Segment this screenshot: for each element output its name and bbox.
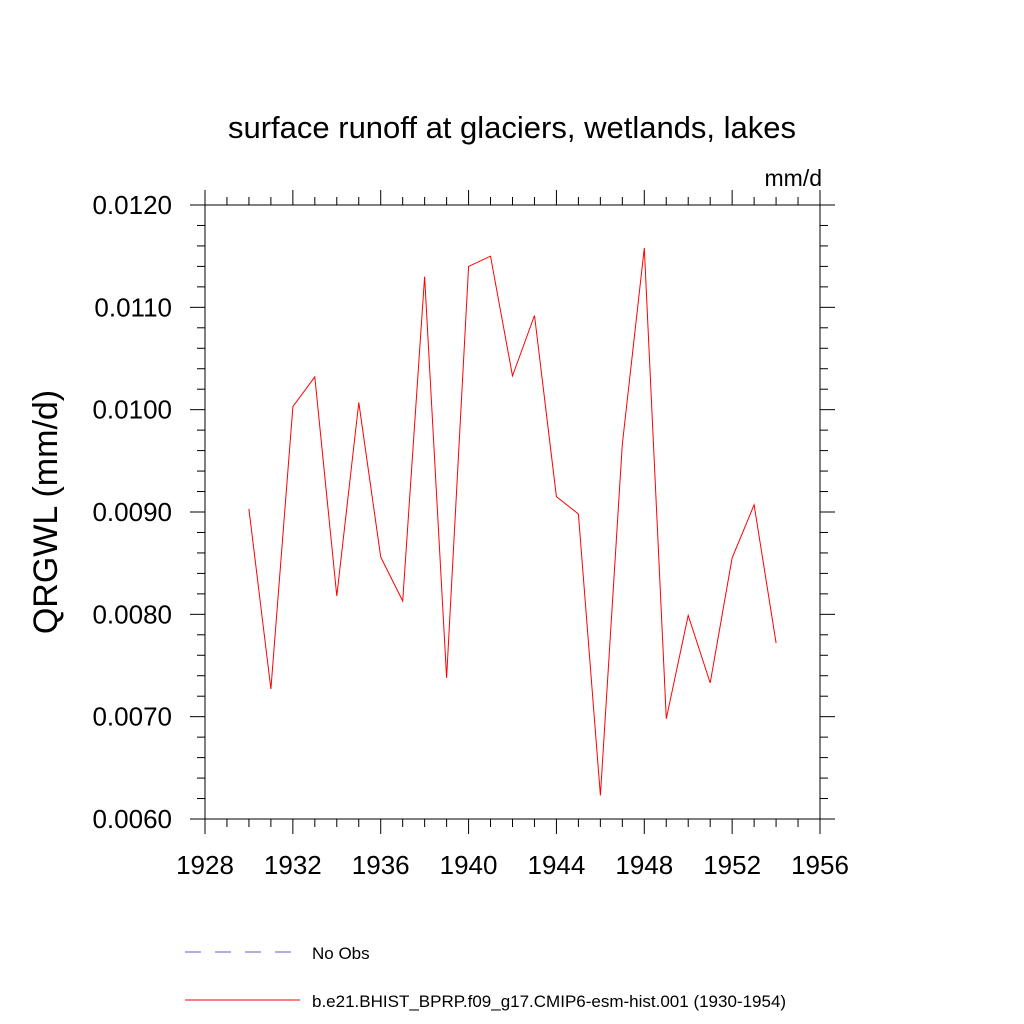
y-tick-label: 0.0060: [92, 804, 172, 834]
x-tick-label: 1928: [176, 850, 234, 880]
x-tick-label: 1936: [352, 850, 410, 880]
legend-label-no-obs: No Obs: [312, 944, 370, 963]
y-tick-label: 0.0110: [94, 292, 172, 322]
series-layer: [248, 247, 777, 796]
y-tick-label: 0.0080: [92, 599, 172, 629]
x-tick-label: 1932: [264, 850, 322, 880]
y-tick-label: 0.0070: [92, 702, 172, 732]
series-line-0: [248, 247, 777, 796]
units-label: mm/d: [765, 165, 823, 191]
x-tick-label: 1952: [703, 850, 761, 880]
axis-ticks: [190, 190, 835, 834]
y-tick-label: 0.0120: [92, 190, 172, 220]
y-axis-label: QRGWL (mm/d): [27, 390, 65, 634]
plot-frame: [204, 204, 821, 820]
x-tick-label: 1956: [791, 850, 849, 880]
x-tick-label: 1944: [528, 850, 586, 880]
legend: No Obs b.e21.BHIST_BPRP.f09_g17.CMIP6-es…: [185, 944, 786, 1011]
x-tick-label: 1940: [440, 850, 498, 880]
y-tick-label: 0.0100: [92, 395, 172, 425]
legend-label-model-run: b.e21.BHIST_BPRP.f09_g17.CMIP6-esm-hist.…: [312, 992, 786, 1011]
x-tick-labels: 1928 1932 1936 1940 1944 1948 1952 1956: [176, 850, 849, 880]
y-tick-label: 0.0090: [92, 497, 172, 527]
y-tick-labels: 0.0060 0.0070 0.0080 0.0090 0.0100 0.0110 0.01…: [92, 190, 172, 834]
chart-title: surface runoff at glaciers, wetlands, la…: [228, 110, 796, 145]
x-tick-label: 1948: [615, 850, 673, 880]
